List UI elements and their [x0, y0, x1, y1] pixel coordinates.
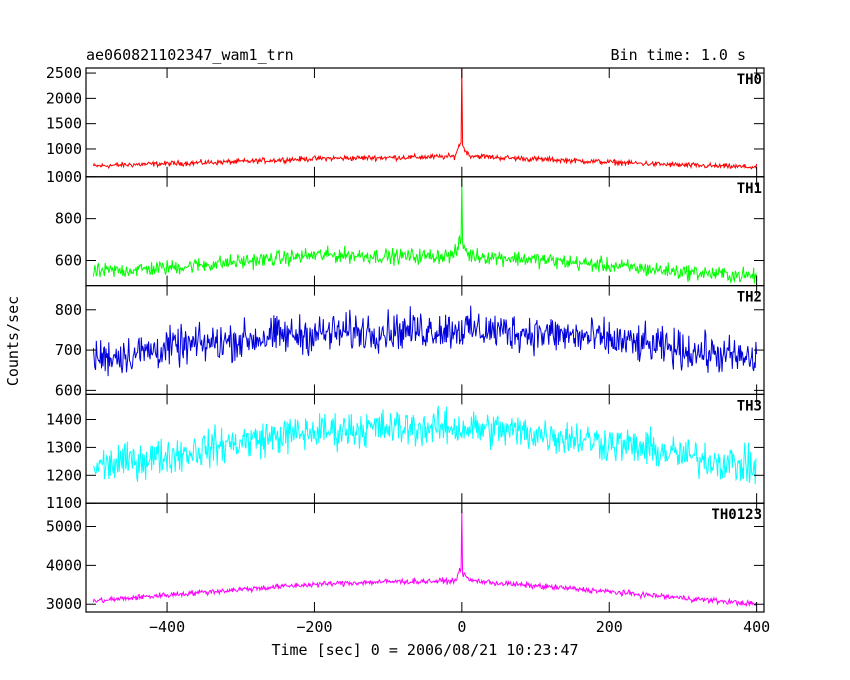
y-tick-label: 800 — [55, 301, 82, 319]
panel-label-th3: TH3 — [737, 398, 762, 414]
y-tick-label: 1300 — [46, 438, 82, 456]
panel-label-th0: TH0 — [737, 72, 762, 88]
panel-frame-th1 — [85, 176, 765, 287]
panels-group: TH01000150020002500TH16008001000TH260070… — [46, 64, 770, 636]
panel-label-th0123: TH0123 — [711, 507, 762, 523]
panel-label-th2: TH2 — [737, 290, 762, 306]
y-tick-label: 600 — [55, 381, 82, 399]
y-tick-label: 1000 — [46, 140, 82, 158]
y-tick-label: 1400 — [46, 411, 82, 429]
x-axis-label: Time [sec] 0 = 2006/08/21 10:23:47 — [271, 641, 578, 659]
y-tick-label: 2000 — [46, 89, 82, 107]
y-tick-label: 1500 — [46, 115, 82, 133]
panel-label-th1: TH1 — [737, 181, 762, 197]
series-line-th1 — [92, 178, 758, 284]
y-tick-label: 800 — [55, 210, 82, 228]
x-tick-label: 400 — [743, 618, 770, 636]
y-tick-label: 600 — [55, 251, 82, 269]
chart-subtitle: Bin time: 1.0 s — [611, 46, 746, 64]
series-line-th3 — [92, 405, 757, 485]
series-line-th2 — [92, 305, 758, 377]
panel-frame-th0123 — [85, 502, 765, 613]
panel-frame-th0 — [85, 67, 765, 178]
x-tick-label: −200 — [296, 618, 332, 636]
y-tick-label: 1200 — [46, 466, 82, 484]
y-tick-label: 5000 — [46, 518, 82, 536]
chart-title: ae060821102347_wam1_trn — [86, 46, 294, 64]
y-tick-label: 2500 — [46, 64, 82, 82]
x-tick-label: 200 — [596, 618, 623, 636]
series-line-th0123 — [92, 509, 757, 607]
y-tick-label: 700 — [55, 341, 82, 359]
x-tick-label: 0 — [457, 618, 466, 636]
x-tick-label: −400 — [149, 618, 185, 636]
y-tick-label: 4000 — [46, 556, 82, 574]
y-tick-label: 1100 — [46, 494, 82, 512]
y-tick-label: 1000 — [46, 168, 82, 186]
y-tick-label: 3000 — [46, 595, 82, 613]
y-axis-label: Counts/sec — [4, 296, 22, 386]
series-line-th0 — [92, 68, 758, 170]
